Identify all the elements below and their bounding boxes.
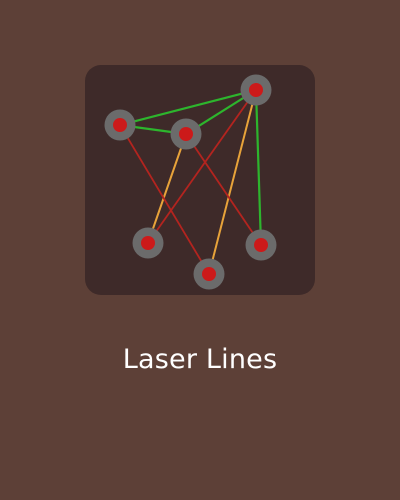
green-line bbox=[119, 88, 257, 127]
node bbox=[104, 109, 136, 141]
orange-line bbox=[147, 133, 187, 244]
red-line bbox=[119, 124, 210, 275]
node bbox=[240, 74, 272, 106]
node bbox=[193, 258, 225, 290]
app-title: Laser Lines bbox=[122, 344, 278, 375]
red-line bbox=[185, 133, 262, 246]
red-line bbox=[147, 89, 257, 244]
node bbox=[132, 227, 164, 259]
orange-line bbox=[208, 89, 257, 275]
green-line bbox=[254, 89, 263, 246]
node bbox=[245, 229, 277, 261]
node bbox=[170, 118, 202, 150]
